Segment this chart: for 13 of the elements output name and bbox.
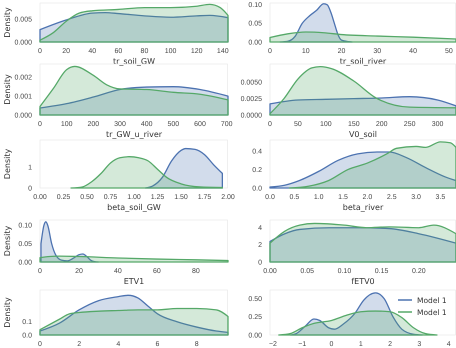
x-axis-title: ETV1 <box>124 277 144 286</box>
x-axis-title: tr_GW_u_river <box>106 130 163 139</box>
x-axis-title: beta_river <box>342 203 384 212</box>
y-axis-title: Density <box>3 74 12 105</box>
y-axis-title: Density <box>3 297 12 328</box>
y-axis-title: Density <box>3 148 12 180</box>
y-axis-title: Density <box>3 226 12 256</box>
x-axis-title: fETV0 <box>351 277 375 286</box>
x-axis-title: V0_soil <box>348 130 378 139</box>
x-axis-title: tr_soil_GW <box>112 57 156 66</box>
y-axis-title: Density <box>3 7 12 38</box>
x-axis-title: beta_soil_GW <box>107 203 161 212</box>
x-axis-title: tr_soil_river <box>340 57 387 66</box>
